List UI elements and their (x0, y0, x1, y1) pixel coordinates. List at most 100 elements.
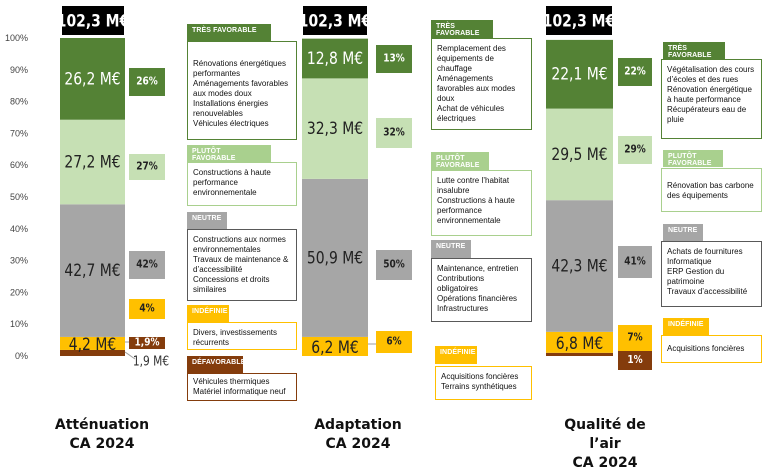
pct-badge-label: 27% (136, 161, 158, 173)
tag-tres-favorable: TRÈS FAVORABLE (663, 42, 725, 59)
bar-segment-plutot-favorable (546, 108, 613, 201)
pct-badge-plutot-favorable (618, 136, 652, 164)
pct-badge-neutre (376, 250, 412, 280)
legend-box-tres-favorable: Végétalisation des cours d’écoles et des… (661, 59, 762, 139)
bar-value-label-outside: 1,9 M€ (133, 353, 169, 368)
tag-indefinie: INDÉFINIE (663, 318, 709, 335)
title-line: Adaptation (314, 417, 402, 433)
y-tick-label: 100% (5, 33, 28, 43)
legend-line: Rénovation bas carbone des équipements (667, 181, 754, 200)
legend-box-neutre: Achats de fournitures Informatique ERP G… (661, 241, 762, 307)
y-tick-label: 0% (15, 351, 28, 361)
pct-badge-label: 7% (627, 332, 642, 344)
y-tick-label: 40% (10, 224, 28, 234)
y-tick-label: 10% (10, 319, 28, 329)
total-label: 102,3 M€ (543, 11, 615, 31)
bar-segment-tres-favorable (302, 38, 368, 79)
bar-segment-indefinie (60, 336, 125, 350)
bar-segment-indefinie (302, 336, 368, 356)
tag-indefinie: INDÉFINIE (187, 305, 229, 322)
pct-badge-label: 41% (624, 256, 646, 268)
legend-box-tres-favorable: Rénovations énergétiques performantes Am… (187, 41, 297, 140)
legend-box-neutre: Maintenance, entretien Contributions obl… (431, 258, 532, 322)
legend-box-indefinie: Divers, investissements récurrents (187, 322, 297, 350)
pct-badge-defavorable (129, 337, 165, 349)
tag-plutot-favorable: PLUTÔT FAVORABLE (187, 145, 271, 162)
legend-line: Achat de véhicules électriques (437, 104, 505, 123)
total-label-box (303, 6, 367, 35)
bar-value-label: 50,9 M€ (307, 248, 363, 268)
y-tick-label: 20% (10, 287, 28, 297)
y-tick-label: 80% (10, 97, 28, 107)
y-tick-label: 30% (10, 256, 28, 266)
legend-box-indefinie: Acquisitions foncières (661, 335, 762, 363)
bar-value-label: 6,2 M€ (311, 338, 358, 358)
bar-segment-neutre (60, 204, 125, 337)
legend-line: Installations énergies renouvelables (193, 99, 269, 118)
legend-line: Acquisitions foncières (441, 372, 519, 381)
leader-line (124, 351, 136, 360)
tag-tres-favorable: TRÈS FAVORABLE (187, 24, 271, 41)
legend-line: Acquisitions foncières (667, 344, 745, 353)
pct-badge-tres-favorable (129, 68, 165, 96)
y-tick-label: 70% (10, 128, 28, 138)
legend-box-indefinie: Acquisitions foncières Terrains synthéti… (435, 366, 532, 400)
pct-badge-tres-favorable (376, 45, 412, 73)
legend-line: Lutte contre l’habitat insalubre (437, 176, 510, 195)
bar-segment-neutre (546, 200, 613, 332)
legend-line: Aménagements favorables aux modes doux (437, 74, 516, 103)
pct-badge-label: 42% (136, 259, 158, 271)
legend-line: Véhicules électriques (193, 119, 269, 128)
legend-line: Terrains synthétiques (441, 382, 517, 391)
legend-box-plutot-favorable: Rénovation bas carbone des équipements (661, 168, 762, 212)
pct-badge-label: 22% (624, 66, 646, 78)
pct-badge-label: 1% (627, 354, 642, 366)
legend-line: Achats de fournitures (667, 247, 743, 256)
legend-line: Récupérateurs eau de pluie (667, 105, 747, 124)
bar-value-label: 42,3 M€ (551, 256, 607, 276)
y-tick-label: 90% (10, 65, 28, 75)
bar-value-label: 42,7 M€ (64, 261, 120, 281)
pct-badge-indefinie (376, 331, 412, 353)
legend-line: Constructions à haute performance enviro… (193, 168, 271, 197)
legend-box-tres-favorable: Remplacement des équipements de chauffag… (431, 38, 532, 130)
legend-line: Véhicules thermiques (193, 377, 270, 386)
tag-defavorable: DÉFAVORABLE (187, 356, 245, 373)
bar-value-label: 27,2 M€ (64, 152, 120, 172)
title-line: Atténuation (54, 417, 150, 433)
title-line: l’air (589, 436, 621, 452)
legend-line: Concessions et droits similaires (193, 275, 270, 294)
tag-plutot-favorable: PLUTÔT FAVORABLE (663, 150, 723, 167)
bar-segment-neutre (302, 178, 368, 337)
legend-line: Informatique (667, 257, 712, 266)
bar-value-label: 32,3 M€ (307, 119, 363, 139)
y-tick-label: 50% (10, 192, 28, 202)
legend-line: Matériel informatique neuf (193, 387, 286, 396)
legend-line: Rénovation énergétique à haute performan… (667, 85, 752, 104)
bar-value-label: 4,2 M€ (69, 335, 116, 355)
legend-line: Constructions aux normes environnemental… (193, 235, 286, 254)
title-line: CA 2024 (572, 455, 638, 471)
legend-line: Maintenance, entretien (437, 264, 519, 273)
total-label-box (62, 6, 124, 35)
pct-badge-label: 13% (383, 53, 405, 65)
column-title-qualite-air: Qualité de l’air CA 2024 (553, 416, 657, 473)
bar-value-label: 12,8 M€ (307, 49, 363, 69)
bar-value-label: 29,5 M€ (551, 145, 607, 165)
legend-line: Rénovations énergétiques performantes (193, 59, 286, 78)
pct-badge-label: 1,9% (135, 337, 160, 349)
pct-badge-indefinie (618, 325, 652, 351)
tag-indefinie: INDÉFINIE (435, 346, 477, 364)
bar-segment-plutot-favorable (302, 78, 368, 179)
title-line: Qualité de (564, 417, 646, 433)
tag-neutre: NEUTRE (663, 224, 703, 241)
pct-badge-label: 4% (139, 303, 154, 315)
legend-line: Travaux de maintenance & d’accessibilité (193, 255, 289, 274)
column-title-adaptation: Adaptation CA 2024 (308, 416, 408, 454)
bar-value-label: 22,1 M€ (551, 64, 607, 84)
bar-segment-tres-favorable (60, 38, 125, 120)
bar-value-label: 6,8 M€ (556, 333, 603, 353)
legend-line: Infrastructures (437, 304, 489, 313)
total-label-box (546, 6, 612, 35)
bar-segment-defavorable (546, 352, 613, 356)
